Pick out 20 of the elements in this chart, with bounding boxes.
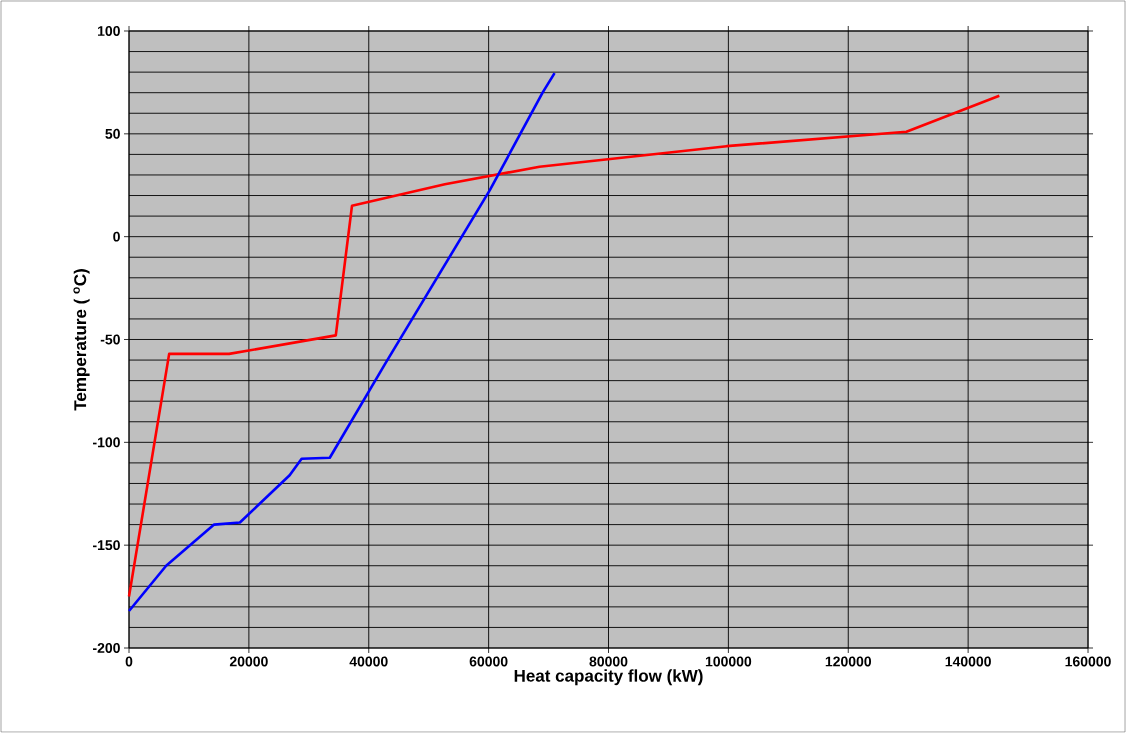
y-axis-title: Temperature ( $^{o}$C): [73, 269, 90, 411]
y-tick-label: -200: [93, 643, 120, 653]
x-tick-label: 40000: [349, 656, 388, 667]
y-tick-label: -100: [93, 437, 120, 448]
x-tick-label: 140000: [945, 656, 991, 667]
line-series: [127, 71, 556, 613]
x-tick-label: 120000: [825, 656, 872, 667]
y-tick-label: -150: [93, 540, 120, 551]
x-tick-label: 60000: [469, 656, 508, 667]
x-tick-label: 20000: [229, 656, 268, 667]
x-tick-label: 0: [125, 656, 133, 667]
y-tick-label: 0: [113, 231, 120, 242]
x-tick-label: 160000: [1065, 656, 1111, 667]
x-tick-label: 80000: [589, 656, 628, 667]
line-series: [127, 94, 1001, 598]
y-tick-label: -50: [100, 334, 120, 345]
x-tick-label: 100000: [705, 656, 752, 667]
y-tick-label: 50: [105, 128, 120, 139]
y-tick-label: 100: [97, 26, 120, 36]
x-axis-title: Heat capacity flow (kW): [514, 669, 703, 686]
